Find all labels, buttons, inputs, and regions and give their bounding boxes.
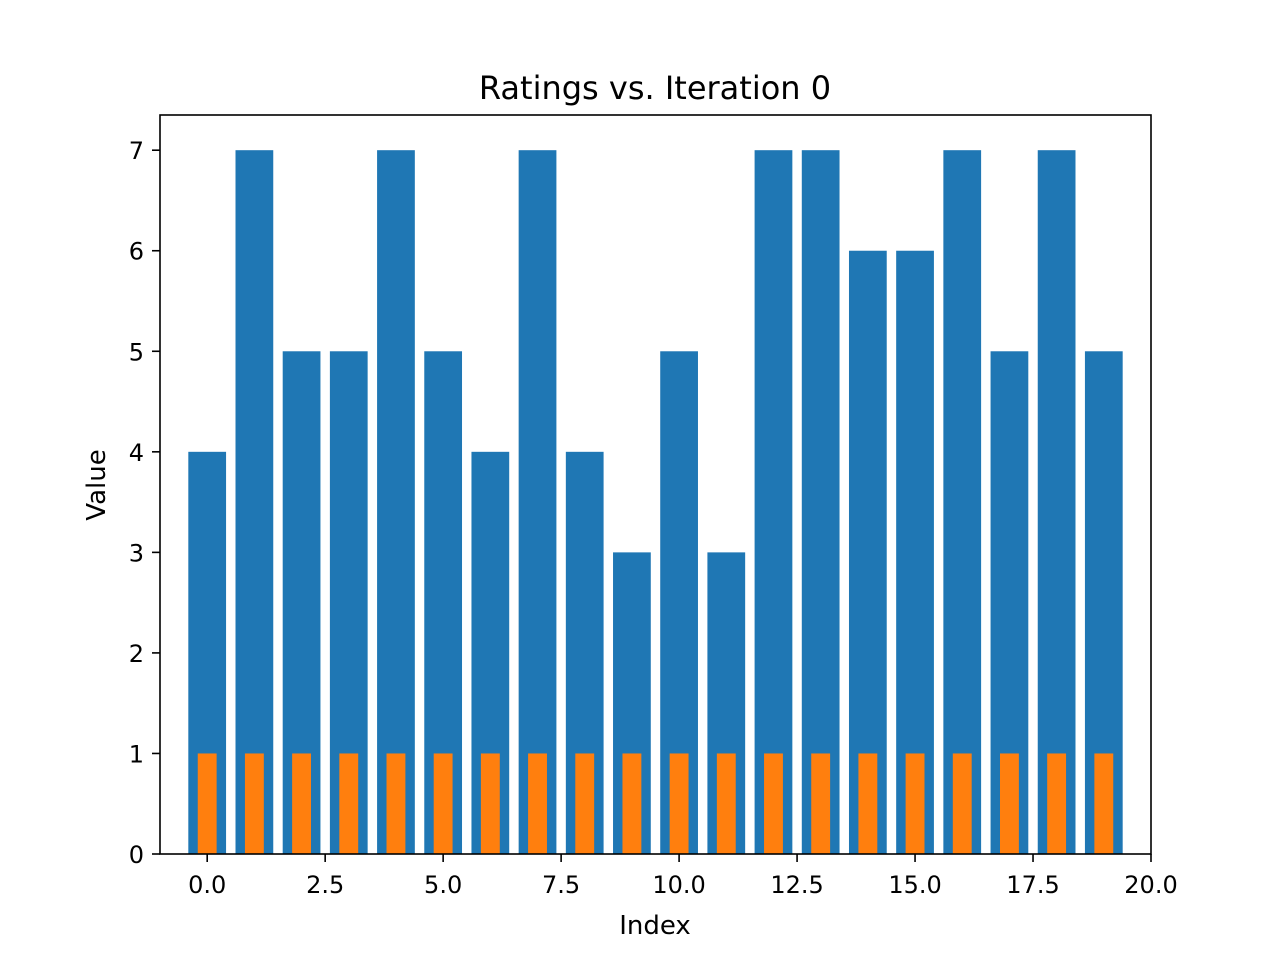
bar-series1-18 bbox=[1037, 150, 1076, 854]
bars-layer bbox=[188, 150, 1123, 855]
bar-series2-1 bbox=[244, 753, 264, 854]
bar-series2-0 bbox=[197, 753, 217, 854]
bar-series2-2 bbox=[292, 753, 312, 854]
bar-series2-11 bbox=[716, 753, 736, 854]
bar-series2-12 bbox=[764, 753, 783, 854]
bar-series2-6 bbox=[480, 753, 500, 854]
bar-series2-14 bbox=[858, 753, 878, 854]
bar-series1-7 bbox=[518, 150, 557, 854]
y-tick-label: 3 bbox=[129, 539, 144, 567]
bar-series2-16 bbox=[952, 753, 972, 854]
bar-series2-4 bbox=[386, 753, 406, 854]
y-tick-label: 6 bbox=[129, 238, 144, 266]
y-axis-label: Value bbox=[82, 449, 112, 520]
x-tick-label: 20.0 bbox=[1124, 871, 1177, 899]
y-tick-label: 1 bbox=[129, 740, 144, 768]
bar-series1-15 bbox=[896, 250, 934, 855]
bar-series2-13 bbox=[811, 753, 831, 854]
y-tick-label: 2 bbox=[129, 640, 144, 668]
bar-series2-8 bbox=[575, 753, 595, 854]
chart-title: Ratings vs. Iteration 0 bbox=[479, 69, 831, 107]
x-tick-label: 15.0 bbox=[888, 871, 941, 899]
y-axis-ticks: 0 1 2 3 4 5 6 7 bbox=[129, 137, 160, 869]
x-tick-label: 5.0 bbox=[424, 871, 462, 899]
x-tick-label: 7.5 bbox=[542, 871, 580, 899]
bar-series1-13 bbox=[801, 150, 840, 854]
x-axis-ticks: 0.0 2.5 5.0 7.5 10.0 12.5 15.0 17.5 20.0 bbox=[188, 854, 1178, 899]
bar-series2-10 bbox=[669, 753, 689, 854]
bar-series1-14 bbox=[848, 250, 887, 855]
plot-frame bbox=[159, 114, 1152, 855]
bar-series1-1 bbox=[235, 150, 274, 854]
x-tick-label: 12.5 bbox=[770, 871, 823, 899]
bar-series1-16 bbox=[943, 150, 982, 854]
bar-series2-19 bbox=[1094, 753, 1114, 854]
y-tick-label: 0 bbox=[129, 841, 144, 869]
y-tick-label: 5 bbox=[129, 338, 144, 366]
bar-series2-3 bbox=[339, 753, 359, 854]
bar-series2-17 bbox=[999, 753, 1019, 854]
x-tick-label: 2.5 bbox=[306, 871, 344, 899]
bar-series2-18 bbox=[1047, 753, 1067, 854]
x-tick-label: 10.0 bbox=[652, 871, 705, 899]
bar-series2-5 bbox=[433, 753, 453, 854]
x-tick-label: 0.0 bbox=[188, 871, 226, 899]
bar-series2-9 bbox=[622, 753, 642, 854]
x-tick-label: 17.5 bbox=[1006, 871, 1059, 899]
x-axis-label: Index bbox=[619, 911, 691, 941]
bar-series1-12 bbox=[754, 150, 793, 854]
y-tick-label: 7 bbox=[129, 137, 144, 165]
bar-series1-4 bbox=[377, 150, 415, 854]
y-tick-label: 4 bbox=[129, 439, 144, 467]
bar-series2-7 bbox=[528, 753, 547, 854]
bar-series2-15 bbox=[905, 753, 925, 854]
